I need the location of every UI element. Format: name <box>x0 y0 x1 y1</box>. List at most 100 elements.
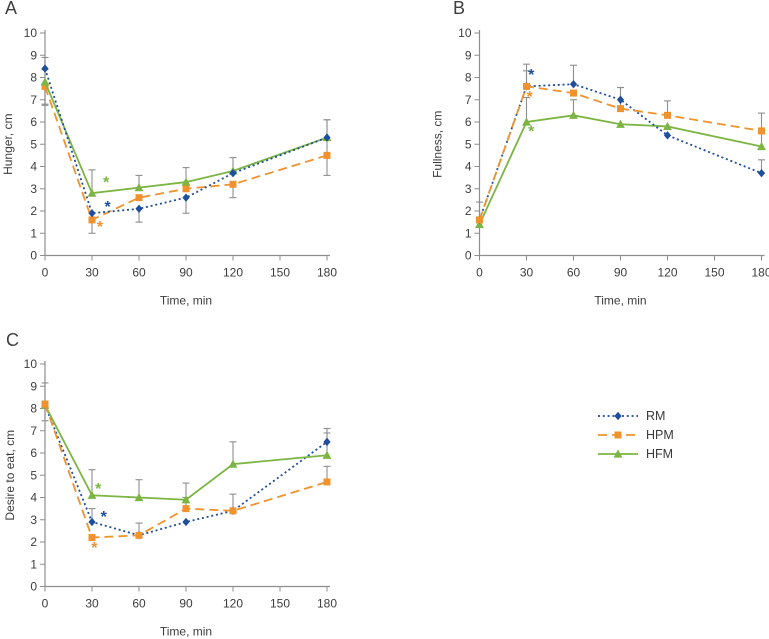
y-tick-label: 2 <box>30 204 37 218</box>
x-tick-label: 60 <box>132 597 146 611</box>
y-tick-label: 10 <box>24 26 38 40</box>
y-tick-label: 9 <box>30 48 37 62</box>
marker-rm <box>135 204 143 213</box>
series-line-hfm <box>44 404 328 501</box>
x-axis-title: Time, min <box>160 625 212 639</box>
y-tick-label: 6 <box>30 115 37 129</box>
panel-b-chart: 0 1 2 3 4 5 6 7 8 9 10 0 30 60 90 120 150 180 Fullness, cm… <box>431 26 769 308</box>
y-tick-label: 6 <box>465 115 472 129</box>
x-tick-label: 0 <box>42 266 49 280</box>
marker-hfm <box>322 450 332 459</box>
marker-rm <box>663 131 672 140</box>
y-tick-label: 0 <box>30 580 37 594</box>
x-tick-label: 150 <box>704 266 724 280</box>
significance-asterisk-hpm: * <box>527 89 534 106</box>
x-tick-label: 180 <box>751 266 769 280</box>
marker-hfm <box>663 121 672 131</box>
marker-rm <box>41 64 49 73</box>
significance-asterisk-rm: * <box>105 199 112 216</box>
y-tick-label: 2 <box>30 535 37 549</box>
series-line-hfm <box>44 81 328 195</box>
x-tick-label: 150 <box>270 597 290 611</box>
marker-hpm <box>182 185 190 193</box>
x-tick-label: 0 <box>42 597 49 611</box>
marker-hpm <box>88 534 96 542</box>
x-tick-label: 150 <box>270 266 290 280</box>
x-tick-label: 30 <box>85 597 99 611</box>
marker-hfm <box>87 490 97 499</box>
marker-rm <box>323 437 331 447</box>
legend-item-hpm: HPM <box>598 425 674 444</box>
legend-item-rm: RM <box>598 406 674 425</box>
marker-rm <box>323 133 331 142</box>
panel-label-b: B <box>453 0 466 18</box>
legend-line-sample-hpm <box>598 431 638 438</box>
x-tick-label: 90 <box>614 266 628 280</box>
panel-label-c: C <box>6 330 19 350</box>
significance-asterisk-rm: * <box>528 67 535 84</box>
marker-hpm <box>323 478 331 486</box>
y-tick-label: 7 <box>465 93 472 107</box>
marker-hpm <box>614 431 622 438</box>
marker-hpm <box>88 216 96 224</box>
y-axis-title: Hunger, cm <box>1 114 15 175</box>
marker-rm <box>88 517 96 527</box>
series-line-hpm <box>44 403 328 539</box>
y-axis-title: Fullness, cm <box>431 111 445 178</box>
marker-hpm <box>323 151 331 159</box>
legend-line-sample-rm <box>598 411 638 420</box>
y-tick-label: 8 <box>30 71 37 85</box>
marker-rm <box>182 193 190 202</box>
panel-label-a: A <box>5 0 18 18</box>
marker-hfm <box>522 117 531 126</box>
y-tick-label: 10 <box>458 26 472 40</box>
marker-rm <box>88 209 96 218</box>
marker-hpm <box>135 194 143 202</box>
marker-hfm <box>134 492 144 502</box>
marker-hfm <box>87 188 97 197</box>
marker-hpm <box>182 505 190 513</box>
y-tick-label: 5 <box>465 137 472 151</box>
marker-hpm <box>570 89 577 97</box>
legend-label-hpm: HPM <box>646 427 674 442</box>
legend: RM HPM HFM <box>598 406 674 463</box>
x-tick-label: 120 <box>223 266 243 280</box>
significance-asterisk-hfm: * <box>103 175 110 192</box>
series-line-rm <box>478 83 762 221</box>
y-tick-label: 0 <box>465 249 472 263</box>
series-line-hpm <box>44 86 328 222</box>
y-tick-label: 4 <box>465 160 472 174</box>
legend-label-hfm: HFM <box>646 446 674 461</box>
significance-asterisk-hfm: * <box>95 481 102 498</box>
marker-hpm <box>523 82 530 90</box>
marker-hpm <box>41 82 49 90</box>
legend-line-sample-hfm <box>598 448 638 458</box>
y-tick-label: 8 <box>465 71 472 85</box>
marker-rm <box>616 95 625 104</box>
x-tick-label: 120 <box>223 597 243 611</box>
panel-a-chart: 0 1 2 3 4 5 6 7 8 9 10 0 30 60 90 120 150 180 Hunger, cm Ti… <box>1 26 337 308</box>
y-tick-label: 3 <box>30 182 37 196</box>
y-tick-label: 10 <box>24 357 38 371</box>
marker-hpm <box>617 105 624 113</box>
y-tick-label: 0 <box>30 249 37 263</box>
x-tick-label: 120 <box>657 266 677 280</box>
x-tick-label: 90 <box>179 266 193 280</box>
legend-item-hfm: HFM <box>598 444 674 463</box>
x-tick-label: 30 <box>520 266 534 280</box>
x-axis-title: Time, min <box>594 294 646 308</box>
marker-hpm <box>135 531 143 539</box>
marker-hfm <box>613 448 623 458</box>
x-tick-label: 90 <box>179 597 193 611</box>
marker-hfm <box>228 459 238 468</box>
marker-hpm <box>229 507 237 515</box>
x-tick-label: 180 <box>317 597 337 611</box>
marker-hfm <box>40 77 50 86</box>
marker-hpm <box>476 216 483 224</box>
y-tick-label: 4 <box>30 491 37 505</box>
significance-asterisk-hpm: * <box>97 219 104 236</box>
y-axis-title: Desire to eat, cm <box>3 430 17 521</box>
marker-hpm <box>41 400 49 408</box>
